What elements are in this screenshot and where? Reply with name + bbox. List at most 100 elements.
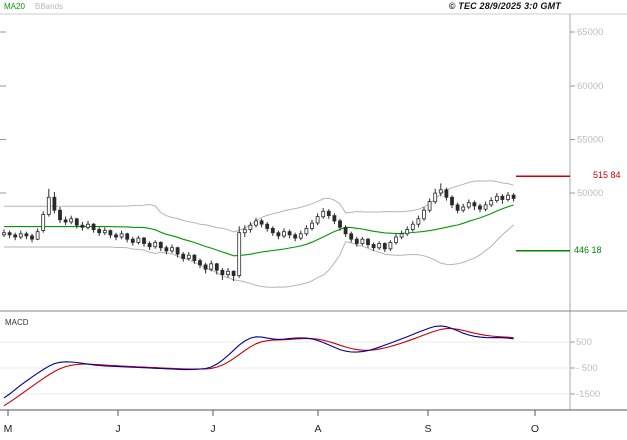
candle-body <box>500 195 505 200</box>
candle-body <box>52 196 57 211</box>
macd-line <box>3 325 514 399</box>
bollinger-upper-band <box>4 180 514 233</box>
candle-body <box>142 237 146 244</box>
candle-body <box>35 231 40 240</box>
candle-body <box>416 218 421 225</box>
candle-body <box>13 234 18 238</box>
price-axis-label: 55000 <box>577 134 603 145</box>
candle-body <box>349 233 354 240</box>
candle-body <box>377 243 382 249</box>
candle-body <box>164 247 169 252</box>
legend-bbands: BBands <box>35 2 64 11</box>
macd-axis-label: 500 <box>576 337 592 348</box>
candle-body <box>209 263 214 270</box>
candle-body <box>125 233 130 240</box>
candle-body <box>7 232 12 236</box>
copyright-text: © TEC 28/9/2025 3:0 GMT <box>448 1 561 11</box>
candle-body <box>130 238 135 243</box>
candle-body <box>86 223 90 228</box>
candle-body <box>192 254 197 261</box>
bollinger-lower-band <box>4 224 514 288</box>
candle-body <box>248 224 253 230</box>
candle-body <box>332 215 337 222</box>
candle-body <box>466 202 471 208</box>
candle-body <box>472 202 477 207</box>
candle-body <box>444 189 449 198</box>
candle-body <box>265 223 270 229</box>
candle-body <box>74 218 79 226</box>
candle-body <box>478 205 482 210</box>
candle-body <box>310 222 314 229</box>
candle-body <box>321 210 326 218</box>
candle-body <box>259 220 264 225</box>
candle-body <box>203 264 208 270</box>
candle-body <box>450 196 454 206</box>
resistance-price-label: 515 84 <box>593 170 621 180</box>
candle-body <box>58 209 62 221</box>
candle-body <box>506 194 510 200</box>
candle-body <box>114 234 118 238</box>
macd-axis-label: - 500 <box>576 363 598 374</box>
candle-body <box>242 229 247 234</box>
candle-body <box>326 210 331 217</box>
macd-axis-label: -1500 <box>576 389 600 400</box>
candle-body <box>382 243 387 250</box>
candle-body <box>276 232 281 237</box>
candle-body <box>158 241 163 249</box>
candle-body <box>119 233 124 238</box>
legend-ma20: MA20 <box>4 2 25 11</box>
ma20-line <box>4 204 514 257</box>
candle-body <box>41 214 46 232</box>
candle-body <box>24 233 29 237</box>
macd-panel-title: MACD <box>5 318 29 327</box>
candle-body <box>270 227 275 234</box>
candle-body <box>91 223 96 230</box>
candle-body <box>427 201 432 211</box>
candle-body <box>80 224 85 228</box>
candle-body <box>175 247 180 255</box>
candle-body <box>304 227 309 235</box>
candle-body <box>410 223 415 230</box>
candle-body <box>399 233 404 238</box>
candle-body <box>489 200 494 206</box>
candle-body <box>293 234 298 239</box>
candle-body <box>394 236 398 243</box>
price-axis-label: 60000 <box>577 81 603 92</box>
candle-body <box>181 253 186 259</box>
candle-body <box>69 218 74 223</box>
candle-body <box>46 196 51 215</box>
candle-body <box>438 189 443 194</box>
month-label: S <box>424 423 431 435</box>
candle-body <box>511 194 516 199</box>
candle-body <box>388 241 393 250</box>
candle-body <box>483 204 488 210</box>
candle-body <box>231 270 236 276</box>
month-label: M <box>4 423 13 435</box>
price-axis-label: 50000 <box>577 188 603 199</box>
candle-body <box>108 230 113 236</box>
support-price-label: 446 18 <box>574 245 602 255</box>
candle-body <box>298 233 303 239</box>
candle-body <box>30 235 34 240</box>
candle-body <box>63 219 68 223</box>
candle-body <box>338 220 342 228</box>
candle-body <box>455 204 460 211</box>
candle-body <box>433 192 438 203</box>
candle-body <box>237 232 242 276</box>
candle-body <box>254 220 258 226</box>
candle-body <box>220 269 225 275</box>
candle-body <box>136 237 141 243</box>
candle-body <box>354 238 359 244</box>
candle-body <box>226 270 230 275</box>
month-label: A <box>314 423 321 435</box>
candle-body <box>170 247 174 252</box>
candle-body <box>315 216 320 224</box>
candle-body <box>214 263 219 271</box>
candle-body <box>287 231 292 236</box>
candle-body <box>102 230 107 234</box>
candle-body <box>186 254 191 259</box>
month-label: J <box>115 423 120 435</box>
candle-body <box>371 244 376 249</box>
